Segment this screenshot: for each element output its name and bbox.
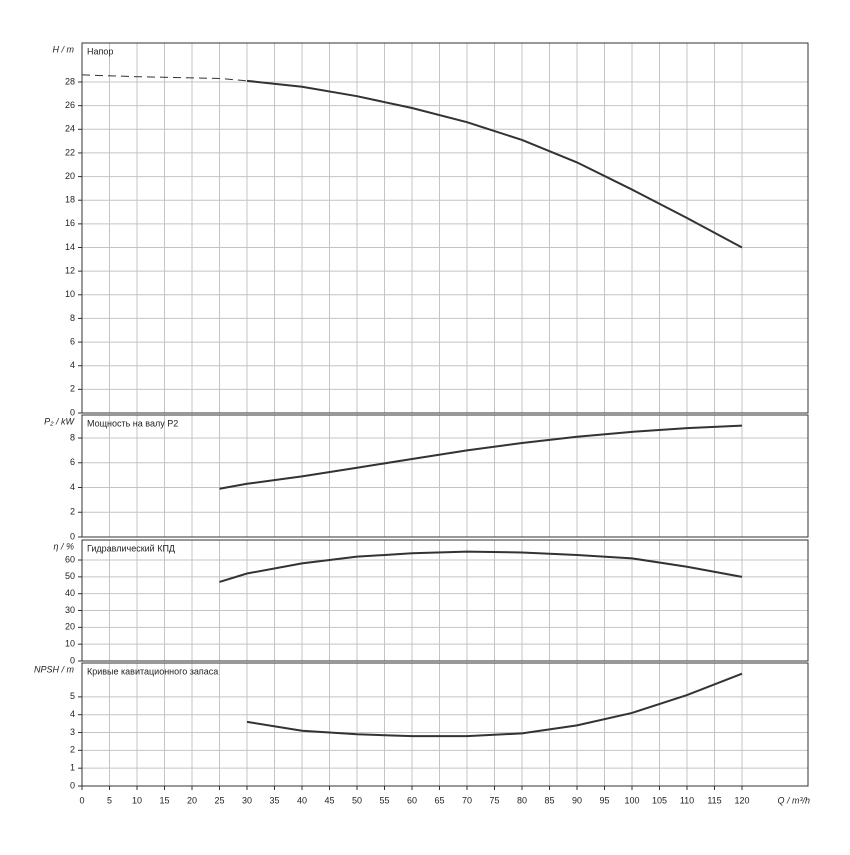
y-tick-label: 28 [65, 76, 75, 86]
y-axis-label: H / m [53, 44, 75, 54]
x-tick-label: 95 [599, 795, 609, 805]
y-tick-label: 24 [65, 124, 75, 134]
x-tick-label: 5 [107, 795, 112, 805]
y-tick-label: 0 [70, 780, 75, 790]
y-tick-label: 4 [70, 709, 75, 719]
panel-frame [81, 414, 809, 538]
y-tick-label: 60 [65, 554, 75, 564]
x-tick-label: 105 [652, 795, 667, 805]
panel-frame [81, 539, 809, 662]
y-tick-label: 5 [70, 691, 75, 701]
x-tick-label: 30 [242, 795, 252, 805]
y-tick-label: 30 [65, 605, 75, 615]
panel-title: Гидравлический КПД [87, 543, 175, 553]
x-axis-label: Q / m³/h [777, 795, 810, 805]
y-axis-label: η / % [53, 541, 74, 551]
x-tick-label: 40 [297, 795, 307, 805]
curve [246, 672, 743, 738]
y-tick-label: 6 [70, 336, 75, 346]
x-tick-label: 115 [707, 795, 721, 805]
x-tick-label: 15 [159, 795, 169, 805]
x-tick-label: 60 [407, 795, 417, 805]
x-tick-label: 85 [544, 795, 554, 805]
y-tick-label: 2 [70, 384, 75, 394]
x-tick-label: 35 [269, 795, 279, 805]
y-tick-label: 14 [65, 242, 75, 252]
panel-frame [81, 42, 809, 414]
x-tick-label: 100 [624, 795, 639, 805]
y-tick-label: 12 [65, 266, 75, 276]
y-tick-label: 0 [70, 655, 75, 665]
y-tick-label: 20 [65, 622, 75, 632]
y-tick-label: 22 [65, 147, 75, 157]
y-tick-label: 6 [70, 457, 75, 467]
curve [219, 550, 743, 583]
y-tick-label: 16 [65, 218, 75, 228]
x-tick-label: 70 [462, 795, 472, 805]
x-tick-label: 90 [572, 795, 582, 805]
x-tick-label: 75 [489, 795, 499, 805]
y-tick-label: 40 [65, 588, 75, 598]
y-tick-label: 2 [70, 507, 75, 517]
x-tick-label: 120 [734, 795, 749, 805]
x-tick-label: 10 [132, 795, 142, 805]
y-tick-label: 2 [70, 745, 75, 755]
y-tick-label: 1 [70, 763, 75, 773]
y-tick-label: 8 [70, 432, 75, 442]
curve [219, 424, 743, 490]
y-tick-label: 3 [70, 727, 75, 737]
x-tick-label: 65 [434, 795, 444, 805]
panel-title: Мощность на валу P2 [87, 418, 178, 428]
y-tick-label: 26 [65, 100, 75, 110]
panel-title: Напор [87, 46, 113, 56]
y-tick-label: 0 [70, 531, 75, 541]
x-tick-label: 0 [79, 795, 84, 805]
y-tick-label: 10 [65, 639, 75, 649]
y-tick-label: 18 [65, 195, 75, 205]
x-tick-label: 50 [352, 795, 362, 805]
panel-frame [81, 662, 809, 787]
x-tick-label: 25 [214, 795, 224, 805]
x-tick-label: 80 [517, 795, 527, 805]
panel-title: Кривые кавитационного запаса [87, 666, 218, 676]
y-tick-label: 10 [65, 289, 75, 299]
curve [81, 74, 248, 82]
y-tick-label: 4 [70, 360, 75, 370]
x-tick-label: 55 [379, 795, 389, 805]
y-tick-label: 8 [70, 313, 75, 323]
y-tick-label: 4 [70, 482, 75, 492]
y-axis-label: NPSH / m [34, 664, 75, 674]
y-tick-label: 20 [65, 171, 75, 181]
y-axis-label: P₂ / kW [44, 416, 75, 426]
curve [246, 79, 743, 249]
x-tick-label: 20 [187, 795, 197, 805]
y-tick-label: 50 [65, 571, 75, 581]
x-tick-label: 45 [324, 795, 334, 805]
y-tick-label: 0 [70, 407, 75, 417]
x-tick-label: 110 [680, 795, 694, 805]
